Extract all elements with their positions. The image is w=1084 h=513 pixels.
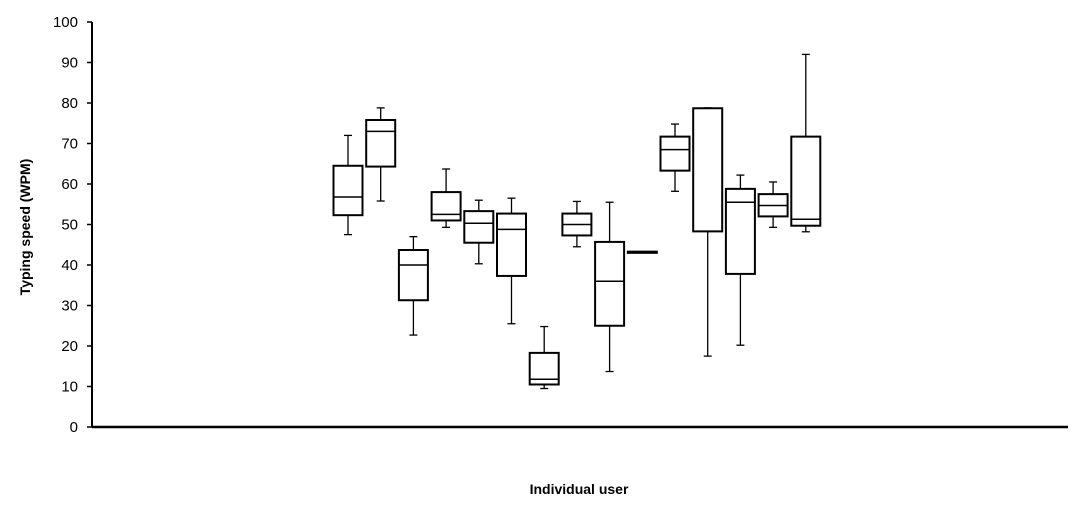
x-axis-title: Individual user (530, 481, 629, 497)
box-user-15 (790, 53, 822, 233)
box-series (332, 53, 822, 390)
iqr-box (692, 107, 724, 233)
iqr-box (790, 135, 822, 227)
y-tick-label: 90 (61, 55, 78, 72)
iqr-box (430, 191, 462, 222)
box-user-2 (365, 107, 397, 202)
box-user-10 (626, 250, 658, 254)
y-axis-title: Typing speed (WPM) (17, 159, 33, 296)
box-user-12 (692, 107, 724, 357)
box-user-4 (430, 168, 462, 228)
box-user-1 (332, 134, 364, 236)
iqr-box (594, 240, 626, 327)
box-user-11 (659, 123, 691, 192)
y-tick-label: 0 (70, 419, 78, 436)
box-user-6 (496, 197, 527, 325)
y-tick-label: 50 (61, 217, 78, 234)
iqr-box (397, 249, 429, 302)
y-tick-label: 60 (61, 176, 78, 193)
iqr-box (496, 212, 527, 277)
box-user-3 (397, 235, 429, 336)
box-user-13 (724, 174, 756, 346)
y-tick-label: 10 (61, 379, 78, 396)
box-user-14 (757, 181, 789, 228)
iqr-box (365, 119, 397, 168)
y-tick-label: 100 (53, 14, 78, 31)
y-tick-label: 80 (61, 95, 78, 112)
box-user-5 (463, 199, 495, 265)
y-tick-label: 20 (61, 338, 78, 355)
iqr-box (724, 187, 756, 275)
y-tick-label: 30 (61, 298, 78, 315)
box-user-7 (528, 325, 560, 390)
y-axis-ticks: 0 10 20 30 40 50 60 70 80 90 100 (53, 14, 92, 436)
box-user-9 (594, 201, 626, 373)
y-tick-label: 70 (61, 136, 78, 153)
iqr-box (659, 135, 691, 172)
iqr-box (463, 210, 495, 244)
y-tick-label: 40 (61, 257, 78, 274)
iqr-box (332, 164, 364, 217)
box-user-8 (561, 200, 593, 248)
